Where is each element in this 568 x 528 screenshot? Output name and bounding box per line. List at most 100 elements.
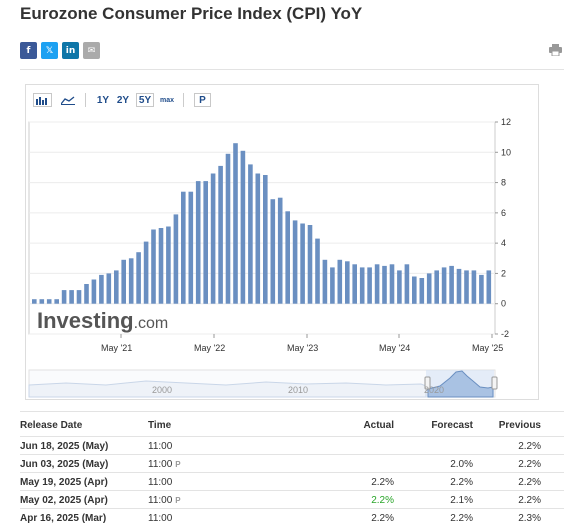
y-tick-label: 2 (501, 268, 506, 278)
y-tick-label: -2 (501, 329, 509, 339)
chart-frame: Investing.com 12 10 8 6 4 2 0 -2 May '21 May '22… (25, 84, 539, 400)
x-tick-label: May '25 (472, 343, 503, 353)
chart-bar (471, 270, 477, 304)
chart-bar (419, 278, 425, 304)
chart-bar (114, 270, 119, 304)
forecast-cell: 2.0% (450, 459, 473, 470)
chart-bar (441, 267, 447, 304)
chart-bar (352, 264, 357, 304)
range-max-button[interactable]: max (159, 96, 174, 104)
chart-bar (255, 173, 261, 304)
y-tick-label: 8 (501, 178, 506, 188)
navigator-handle (491, 376, 498, 390)
chart-bar (300, 223, 305, 304)
time-cell: 11:00 P (148, 495, 181, 506)
col-header-time[interactable]: Time (148, 420, 172, 431)
toolbar-separator (85, 93, 86, 107)
chart-canvas: Investing.com 12 10 8 6 4 2 0 -2 May '21 May '22… (28, 117, 511, 398)
share-bar: f 𝕏 in ✉ (20, 42, 100, 59)
col-header-actual[interactable]: Actual (363, 420, 394, 431)
chart-bar (195, 181, 201, 304)
chart-bar (188, 191, 194, 304)
investing-watermark: Investing.com (37, 308, 168, 333)
actual-cell: 2.2% (371, 513, 394, 524)
chart-bar (434, 270, 439, 304)
chart-bar (158, 228, 164, 304)
plot-area (28, 121, 496, 335)
chart-bar (412, 276, 417, 304)
area-chart-type-button[interactable] (58, 93, 77, 107)
linkedin-icon[interactable]: in (62, 42, 79, 59)
chart-bar (359, 267, 365, 304)
chart-bar (203, 181, 208, 304)
chart-bar (315, 238, 320, 304)
x-tick-label: May '21 (101, 343, 132, 353)
email-icon[interactable]: ✉ (83, 42, 100, 59)
chart-bar (143, 241, 149, 304)
col-header-release-date[interactable]: Release Date (20, 420, 83, 431)
navigator-year-label: 2020 (424, 385, 444, 395)
chart-bar (307, 225, 313, 304)
table-top-rule (20, 411, 564, 412)
time-cell: 11:00 (148, 441, 173, 452)
chart-bar (277, 197, 283, 304)
area-chart-icon (60, 95, 75, 105)
col-header-forecast[interactable]: Forecast (431, 420, 473, 431)
previous-cell: 2.2% (518, 495, 541, 506)
pro-toggle-button[interactable]: P (194, 93, 211, 107)
navigator-year-label: 2000 (152, 385, 172, 395)
chart-toolbar: 1Y 2Y 5Y max P (26, 85, 538, 115)
chart-bar (233, 143, 238, 304)
range-5y-button[interactable]: 5Y (136, 93, 154, 107)
y-tick-label: 6 (501, 208, 506, 218)
time-cell: 11:00 (148, 477, 173, 488)
time-cell: 11:00 P (148, 459, 181, 470)
chart-bar (99, 274, 104, 304)
release-date-cell: May 02, 2025 (Apr) (20, 495, 108, 506)
chart-bar (456, 268, 462, 304)
chart-bar (106, 273, 112, 304)
release-date-cell: Jun 18, 2025 (May) (20, 441, 109, 452)
chart-bar (240, 150, 246, 304)
navigator-series-area (427, 370, 494, 398)
chart-bar (330, 267, 335, 304)
chart-bar (181, 191, 186, 304)
y-tick-label: 12 (501, 117, 511, 127)
chart-bar (382, 265, 387, 304)
range-2y-button[interactable]: 2Y (116, 94, 130, 106)
chart-bar (128, 258, 134, 304)
chart-navigator: 2000 2010 2020 (28, 369, 498, 398)
x-tick-label: May '24 (379, 343, 410, 353)
chart-bar (84, 284, 89, 304)
release-date-cell: Apr 16, 2025 (Mar) (20, 513, 107, 524)
chart-bar (263, 175, 268, 304)
actual-cell: 2.2% (371, 477, 394, 488)
chart-bar (173, 214, 179, 304)
row-divider (20, 508, 564, 509)
row-divider (20, 436, 564, 437)
twitter-x-icon[interactable]: 𝕏 (41, 42, 58, 59)
chart-bar (389, 264, 395, 304)
release-date-cell: Jun 03, 2025 (May) (20, 459, 109, 470)
chart-bar (367, 267, 372, 304)
actual-cell: 2.2% (371, 495, 394, 506)
row-divider (20, 454, 564, 455)
chart-bar (322, 259, 328, 304)
chart-bar (426, 273, 432, 304)
chart-bar (54, 299, 59, 304)
chart-bar (486, 270, 492, 304)
range-1y-button[interactable]: 1Y (96, 94, 110, 106)
bars-group (32, 143, 492, 304)
col-header-previous[interactable]: Previous (498, 420, 541, 431)
forecast-cell: 2.2% (450, 513, 473, 524)
print-icon[interactable] (549, 44, 562, 56)
chart-bar (374, 264, 380, 304)
bar-chart-type-button[interactable] (33, 93, 52, 107)
preliminary-icon: P (175, 460, 181, 469)
facebook-icon[interactable]: f (20, 42, 37, 59)
forecast-cell: 2.2% (450, 477, 473, 488)
chart-bar (218, 165, 223, 304)
y-tick-label: 4 (501, 238, 506, 248)
previous-cell: 2.2% (518, 441, 541, 452)
release-date-cell: May 19, 2025 (Apr) (20, 477, 108, 488)
